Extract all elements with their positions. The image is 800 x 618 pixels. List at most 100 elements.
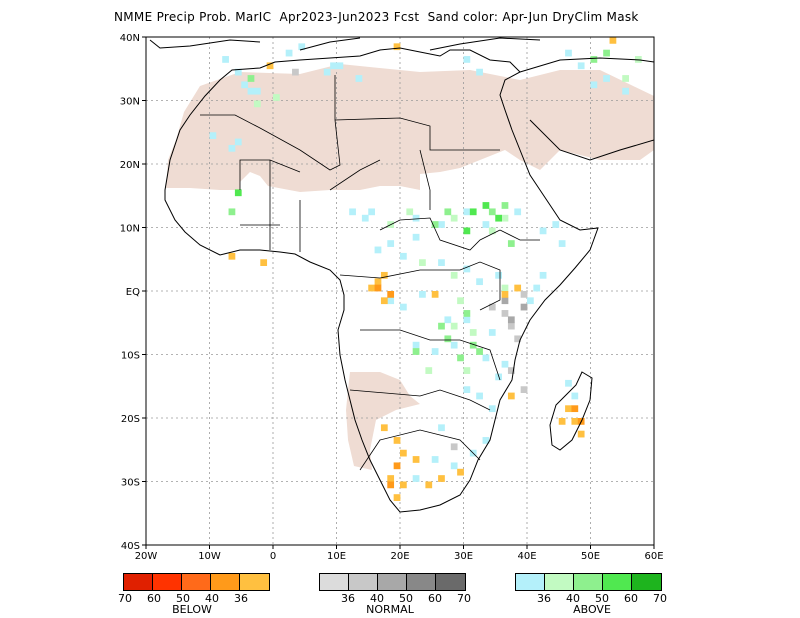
prob-cell-above [539,271,547,279]
prob-cell-above [444,335,452,343]
prob-cell-above [527,297,534,305]
prob-cell-above [463,265,471,273]
lat-label: 30N [120,97,140,108]
above-tick: 70 [653,592,667,605]
prob-cell-above [361,214,369,222]
prob-cell-below [393,437,401,444]
prob-cell-below [558,418,566,425]
prob-cell-above [476,68,483,76]
below-legend-title: BELOW [172,603,212,616]
prob-cell-normal [501,297,509,305]
prob-cell-above [603,75,610,82]
prob-cell-below [457,468,464,476]
lon-label: 40E [517,551,536,562]
prob-cell-above [444,316,452,324]
above-tick: 60 [624,592,638,605]
africa-coastline [164,47,599,513]
prob-cell-above [247,75,255,82]
above-swatch-70 [632,574,661,590]
prob-cell-above [501,214,509,222]
prob-cell-below [260,259,268,266]
prob-cell-above [565,379,572,387]
prob-cell-normal [501,310,509,317]
prob-cell-normal [507,322,515,330]
lon-label: 20E [390,551,409,562]
below-swatch-60 [153,574,182,590]
prob-cell-above [463,208,471,216]
prob-cell-above [463,56,471,63]
lon-label: 10W [198,551,221,562]
prob-cell-above [253,100,261,108]
prob-cell-above [336,62,344,70]
prob-cell-above [431,456,439,463]
prob-cell-below [266,62,274,70]
below-tick: 60 [147,592,161,605]
prob-cell-normal [507,367,515,374]
normal-swatch-50 [378,574,407,590]
prob-cell-below [400,481,407,489]
prob-cell-above [368,208,375,216]
prob-cell-above [539,227,547,235]
prob-cell-above [476,392,483,400]
prob-cell-above [209,132,217,139]
prob-cell-above [571,392,579,400]
prob-cell-below [571,405,579,413]
prob-cell-below [387,291,395,298]
prob-cell-above [412,348,420,355]
prob-cell-normal [520,303,528,311]
prob-cell-above [387,297,395,305]
prob-cell-above [419,291,426,298]
prob-cell-below [228,252,236,260]
prob-cell-above [298,43,306,51]
lon-label: 60E [644,551,663,562]
prob-cell-normal [514,335,522,343]
prob-cell-above [463,310,471,317]
normal-swatch-60 [407,574,436,590]
prob-cell-above [507,240,515,247]
longitude-labels: 20W 10W 0 10E 20E 30E 40E 50E 60E [135,551,664,562]
prob-cell-above [330,62,337,70]
normal-swatch-40 [349,574,378,590]
above-legend-title: ABOVE [573,603,611,616]
prob-cell-above [234,68,242,76]
prob-cell-below [387,475,395,482]
prob-cell-below [393,494,401,501]
prob-cell-above [501,360,509,368]
prob-cell-above [412,475,420,482]
prob-cell-above [463,367,471,374]
normal-tick: 36 [341,592,355,605]
prob-cell-above [622,87,629,95]
prob-cell-above [450,214,458,222]
normal-tick: 70 [457,592,471,605]
below-swatch-40 [211,574,240,590]
lon-label: 10E [327,551,346,562]
prob-cell-below [380,271,388,279]
prob-cell-below [571,418,579,425]
prob-cell-above [495,271,502,279]
prob-cell-above [476,278,483,286]
prob-cell-above [285,49,293,57]
prob-cell-below [507,392,515,400]
prob-cell-above [406,208,414,216]
below-tick: 40 [205,592,219,605]
prob-cell-above [438,424,445,432]
axis-ticks [142,36,655,549]
prob-cell-above [469,341,477,349]
prob-cell-above [234,189,242,197]
above-legend-bar [515,573,662,591]
prob-cell-normal [292,68,299,76]
prob-cell-below [609,37,617,44]
lat-label: 40N [120,33,140,44]
map-title: NMME Precip Prob. MarIC Apr2023-Jun2023 … [114,10,639,24]
normal-tick: 40 [370,592,384,605]
prob-cell-above [438,221,445,228]
above-tick: 50 [595,592,609,605]
below-swatch-36 [240,574,269,590]
prob-cell-above [463,316,471,324]
prob-cell-below [438,475,445,482]
prob-cell-above [323,68,331,76]
prob-cell-above [247,87,255,95]
latitude-labels: 40N 30N 20N 10N EQ 10S 20S 30S 40S [120,33,140,552]
prob-cell-below [425,481,433,489]
